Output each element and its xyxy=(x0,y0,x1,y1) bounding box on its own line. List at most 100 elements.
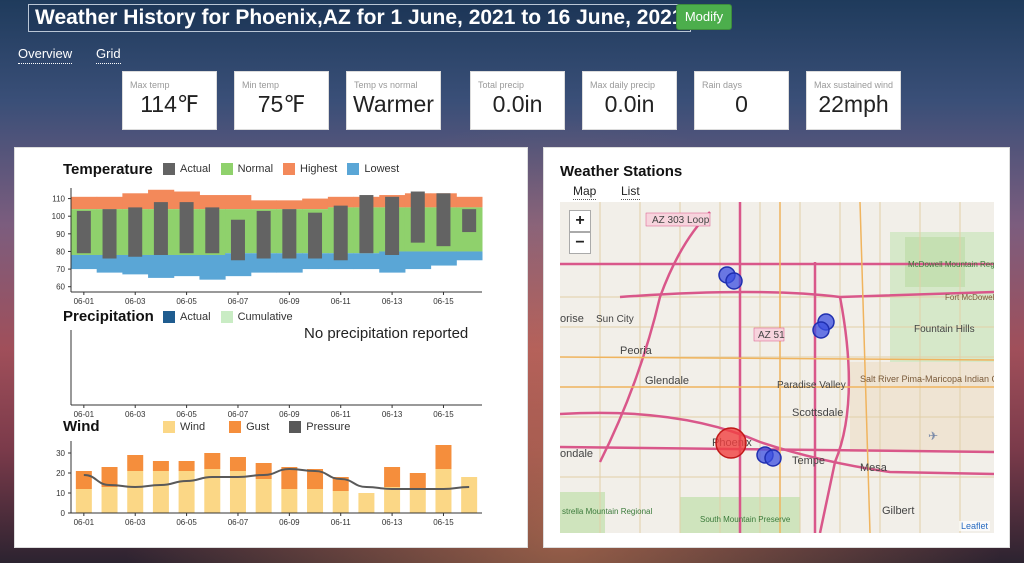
label-surprise: orise xyxy=(560,313,584,325)
legend-precip-actual: Actual xyxy=(180,311,211,323)
x-tick-label: 06-09 xyxy=(279,518,300,527)
x-tick-label: 06-11 xyxy=(331,297,351,306)
legend-highest: Highest xyxy=(300,163,338,175)
y-tick-label: 80 xyxy=(56,247,65,256)
gust-bar xyxy=(384,467,401,487)
gust-bar xyxy=(178,461,195,471)
x-tick-label: 06-09 xyxy=(279,410,300,419)
actual-temp-bar xyxy=(153,202,168,255)
station-map[interactable]: AZ 303 Loop Sun City Peoria Glendale AZ … xyxy=(560,202,994,533)
x-tick-label: 06-05 xyxy=(176,297,197,306)
stat-label: Temp vs normal xyxy=(354,80,418,90)
legend-gust: Gust xyxy=(246,421,270,433)
lowest-band xyxy=(148,254,175,278)
stat-value: 114℉ xyxy=(140,91,199,117)
wind-bar xyxy=(204,469,221,513)
x-tick-label: 06-09 xyxy=(279,297,300,306)
stat-card-max-temp: Max temp 114℉ xyxy=(122,71,217,130)
x-tick-label: 06-03 xyxy=(125,297,146,306)
modify-button[interactable]: Modify xyxy=(676,4,732,30)
x-tick-label: 06-07 xyxy=(228,410,249,419)
stat-card-min-temp: Min temp 75℉ xyxy=(234,71,329,130)
label-paradise-valley: Paradise Valley xyxy=(777,380,846,391)
actual-temp-bar xyxy=(385,196,400,255)
highest-band xyxy=(327,196,355,208)
tab-map[interactable]: Map xyxy=(573,184,597,200)
legend-gust-swatch xyxy=(229,421,242,433)
y-tick-label: 20 xyxy=(56,469,65,478)
legend-cumulative-swatch xyxy=(220,311,233,323)
pressure-line xyxy=(83,467,470,490)
highest-band xyxy=(122,193,149,210)
label-az303: AZ 303 Loop xyxy=(652,215,710,226)
gust-bar xyxy=(435,445,452,469)
legend-lowest-swatch xyxy=(347,163,360,175)
tab-overview[interactable]: Overview xyxy=(18,46,73,64)
lowest-band xyxy=(379,251,406,273)
y-tick-label: 60 xyxy=(56,283,65,292)
x-tick-label: 06-11 xyxy=(331,410,351,419)
x-tick-label: 06-05 xyxy=(176,518,197,527)
legend-normal: Normal xyxy=(237,163,274,175)
tab-list[interactable]: List xyxy=(621,184,640,200)
gust-bar xyxy=(101,467,118,487)
gust-bar xyxy=(332,477,349,491)
station-marker[interactable] xyxy=(725,272,743,290)
lowest-band xyxy=(430,251,457,266)
label-mesa: Mesa xyxy=(860,462,888,474)
legend-actual-swatch xyxy=(163,163,175,175)
legend-lowest: Lowest xyxy=(364,163,400,175)
stat-value: 0.0in xyxy=(604,91,655,117)
legend-pressure-swatch xyxy=(289,421,302,433)
label-salt-river: Salt River Pima-Maricopa Indian Communit… xyxy=(860,374,994,384)
stat-value: 0.0in xyxy=(492,91,543,117)
y-tick-label: 10 xyxy=(56,489,65,498)
gust-bar xyxy=(204,453,221,469)
legend-precip-actual-swatch xyxy=(163,311,175,323)
wind-bar xyxy=(384,487,401,513)
legend-highest-swatch xyxy=(283,163,296,175)
station-marker[interactable] xyxy=(764,449,782,467)
leaflet-attribution-link[interactable]: Leaflet xyxy=(958,521,990,531)
header-bar: Weather History for Phoenix,AZ for 1 Jun… xyxy=(0,0,1024,36)
zoom-in-button[interactable]: + xyxy=(569,210,591,232)
zoom-out-button[interactable]: − xyxy=(569,232,591,254)
temperature-legend: Actual Normal Highest Lowest xyxy=(163,163,409,175)
gust-bar xyxy=(75,471,92,489)
wind-bar xyxy=(332,491,349,513)
gust-bar xyxy=(255,463,272,479)
page-title: Weather History for Phoenix,AZ for 1 Jun… xyxy=(28,4,691,32)
gust-bar xyxy=(281,467,298,489)
x-tick-label: 06-15 xyxy=(433,518,454,527)
label-estrella: strella Mountain Regional xyxy=(562,507,652,516)
stat-card-total-precip: Total precip 0.0in xyxy=(470,71,565,130)
temperature-chart: 60 70 80 90 100 110 06-01 06-03 06-05 06-07 06-09 0… xyxy=(52,188,483,306)
label-sun-city: Sun City xyxy=(596,314,634,325)
x-tick-label: 06-13 xyxy=(382,297,403,306)
highest-band xyxy=(199,195,226,210)
highways xyxy=(560,202,994,533)
legend-wind: Wind xyxy=(180,421,206,433)
actual-temp-bar xyxy=(410,191,425,243)
tab-grid[interactable]: Grid xyxy=(96,46,121,64)
temperature-title: Temperature xyxy=(63,161,153,178)
y-tick-label: 100 xyxy=(52,212,66,221)
x-tick-label: 06-01 xyxy=(74,518,95,527)
map-labels: AZ 303 Loop Sun City Peoria Glendale AZ … xyxy=(560,212,994,524)
station-marker[interactable] xyxy=(812,321,830,339)
label-tempe: Tempe xyxy=(792,455,825,467)
no-precip-message: No precipitation reported xyxy=(304,325,469,342)
wind-bar xyxy=(178,471,195,513)
highest-band xyxy=(456,196,483,208)
wind-bar xyxy=(75,489,92,513)
phoenix-city-marker[interactable] xyxy=(715,427,747,459)
actual-temp-bar xyxy=(76,210,91,254)
highest-band xyxy=(71,196,98,210)
stat-label: Total precip xyxy=(478,80,525,90)
x-tick-label: 06-15 xyxy=(433,410,454,419)
y-tick-label: 30 xyxy=(56,449,65,458)
label-south-mountain: South Mountain Preserve xyxy=(700,515,791,524)
stat-card-max-wind: Max sustained wind 22mph xyxy=(806,71,901,130)
y-tick-label: 90 xyxy=(56,230,65,239)
highest-band xyxy=(302,198,329,210)
